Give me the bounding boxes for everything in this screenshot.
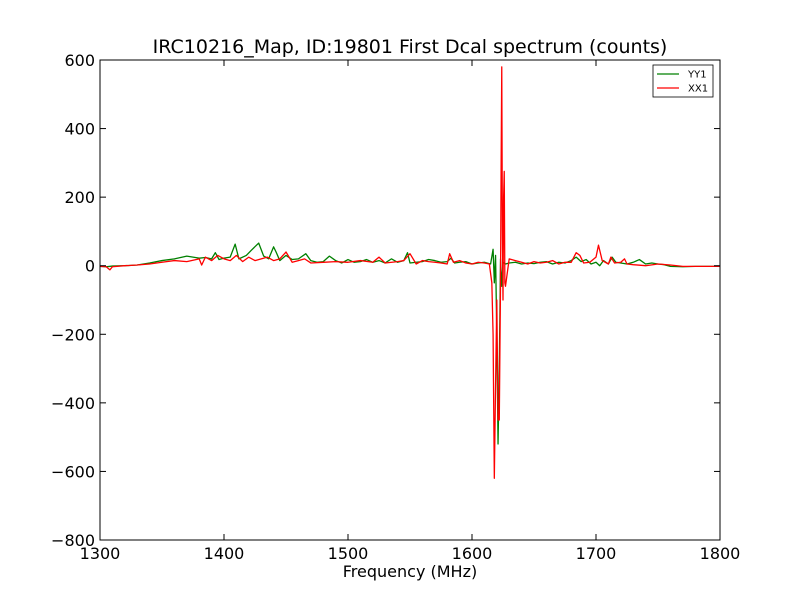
plot-frame (99, 59, 721, 541)
x-tick-label: 1400 (204, 544, 245, 563)
x-axis: 1300 1400 1500 1600 1700 1800 (80, 60, 741, 563)
y-tick-label: −600 (51, 462, 95, 481)
series-line-xx1 (100, 66, 720, 479)
legend-box (652, 64, 714, 98)
plot-area (99, 59, 721, 541)
legend-label-xx1: XX1 (688, 84, 708, 95)
y-tick-label: −400 (51, 394, 95, 413)
y-tick-label: −200 (51, 325, 95, 344)
chart-title: IRC10216_Map, ID:19801 First Dcal spectr… (153, 36, 668, 58)
x-tick-label: 1700 (576, 544, 617, 563)
y-tick-label: 400 (64, 120, 95, 139)
y-tick-label: −800 (51, 531, 95, 550)
x-tick-label: 1500 (328, 544, 369, 563)
legend-label-yy1: YY1 (687, 70, 707, 81)
x-axis-label: Frequency (MHz) (343, 562, 477, 581)
y-tick-label: 200 (64, 188, 95, 207)
y-axis: −800 −600 −400 −200 0 200 400 600 (51, 51, 720, 550)
x-tick-label: 1300 (80, 544, 121, 563)
x-tick-label: 1800 (700, 544, 741, 563)
x-tick-label: 1600 (452, 544, 493, 563)
y-tick-label: 0 (85, 257, 95, 276)
series-line-yy1 (100, 242, 720, 445)
y-tick-label: 600 (64, 51, 95, 70)
